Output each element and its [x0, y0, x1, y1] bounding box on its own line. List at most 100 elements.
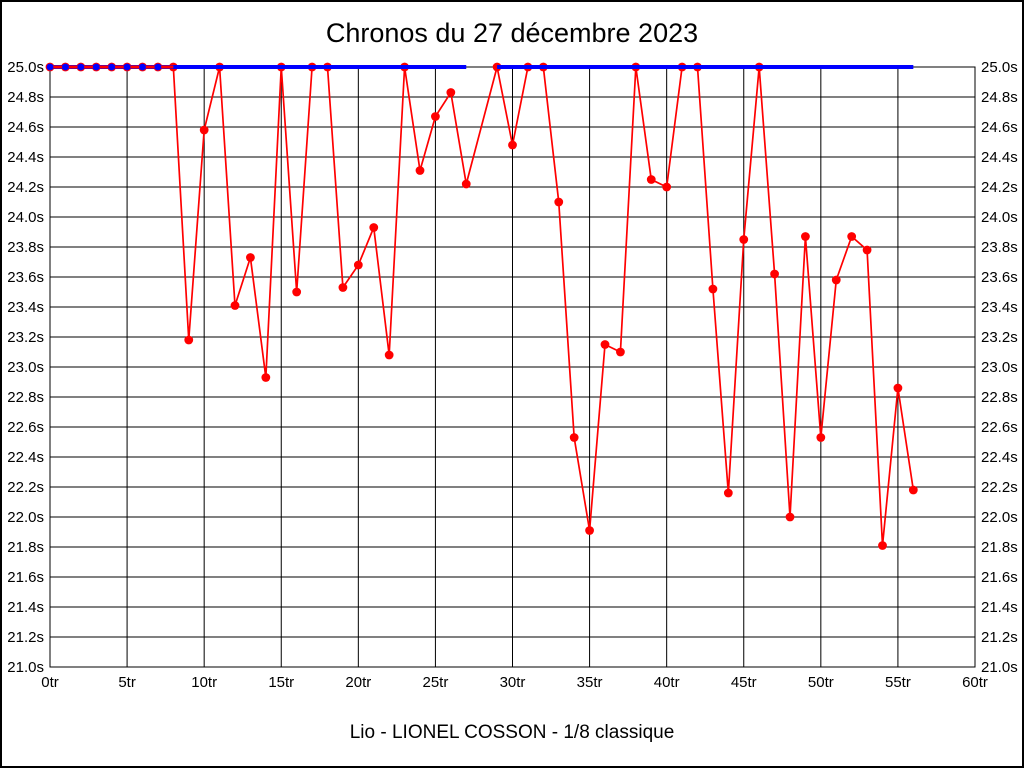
reference-point [92, 63, 100, 71]
y-axis-label-right: 23.2s [981, 329, 1018, 346]
y-axis-label-left: 24.0s [7, 209, 44, 226]
lap-time-point [199, 125, 209, 135]
lap-time-point [908, 485, 918, 495]
lap-time-point [246, 253, 255, 262]
y-axis-label-left: 21.4s [7, 599, 44, 616]
x-axis-label: 35tr [577, 674, 603, 691]
y-axis-label-right: 21.8s [981, 539, 1018, 556]
y-axis-label-left: 23.8s [7, 239, 44, 256]
lap-time-point [831, 275, 841, 285]
y-axis-label-left: 25.0s [7, 59, 44, 76]
lap-time-point [569, 433, 579, 442]
x-axis-label: 60tr [962, 674, 988, 691]
x-axis-label: 55tr [885, 674, 911, 691]
y-axis-label-right: 23.8s [981, 239, 1018, 256]
y-axis-label-right: 23.6s [981, 269, 1018, 286]
y-axis-label-left: 21.8s [7, 539, 44, 556]
lap-time-point [431, 112, 440, 121]
y-axis-label-left: 24.8s [7, 89, 44, 106]
y-axis-label-right: 22.6s [981, 419, 1018, 436]
lap-time-point [184, 335, 194, 345]
lap-time-point [446, 88, 456, 97]
lap-time-point [353, 260, 363, 270]
reference-point [123, 63, 131, 71]
lap-time-point [554, 197, 564, 207]
x-axis-label: 10tr [191, 674, 217, 691]
y-axis-label-right: 24.0s [981, 209, 1018, 226]
lap-time-point [816, 433, 826, 442]
lap-time-point [384, 350, 394, 360]
y-axis-label-right: 21.6s [981, 569, 1018, 586]
lap-time-point [292, 287, 302, 297]
y-axis-label-right: 24.8s [981, 89, 1018, 106]
y-axis-label-right: 21.4s [981, 599, 1018, 616]
y-axis-label-left: 23.0s [7, 359, 44, 376]
y-axis-label-left: 23.6s [7, 269, 44, 286]
x-axis-label: 0tr [41, 674, 59, 691]
x-axis-label: 15tr [268, 674, 294, 691]
lap-time-point [230, 301, 240, 310]
x-axis-label: 30tr [500, 674, 526, 691]
lap-time-point [600, 340, 610, 349]
y-axis-label-right: 23.0s [981, 359, 1018, 376]
y-axis-label-right: 22.0s [981, 509, 1018, 526]
lap-time-point [893, 383, 903, 393]
y-axis-label-left: 24.2s [7, 179, 44, 196]
lap-time-point [369, 223, 379, 232]
x-axis-label: 50tr [808, 674, 834, 691]
lap-time-point [723, 488, 733, 498]
y-axis-label-left: 24.6s [7, 119, 44, 136]
y-axis-label-right: 22.4s [981, 449, 1018, 466]
y-axis-label-right: 21.2s [981, 629, 1018, 646]
y-axis-label-left: 22.2s [7, 479, 44, 496]
y-axis-label-left: 21.2s [7, 629, 44, 646]
lap-times-line [50, 66, 915, 546]
x-axis-label: 40tr [654, 674, 680, 691]
lap-time-point [770, 269, 779, 279]
chart-title: Chronos du 27 décembre 2023 [325, 18, 699, 48]
y-axis-label-right: 24.2s [981, 179, 1018, 196]
lap-time-point [739, 235, 749, 244]
reference-point [77, 63, 85, 71]
x-axis-label: 5tr [118, 674, 136, 691]
y-axis-label-right: 25.0s [981, 59, 1018, 76]
y-axis-label-left: 22.4s [7, 449, 44, 466]
lap-time-point [847, 232, 857, 241]
reference-point [154, 63, 162, 71]
x-axis-label: 45tr [731, 674, 757, 691]
reference-point [62, 63, 69, 71]
lap-time-point [585, 526, 594, 535]
lap-time-point [261, 373, 271, 382]
y-axis-label-right: 22.8s [981, 389, 1018, 406]
y-axis-label-right: 24.6s [981, 119, 1018, 136]
chart-caption: Lio - LIONEL COSSON - 1/8 classique [349, 722, 675, 743]
y-axis-label-left: 22.8s [7, 389, 44, 406]
lap-time-point [461, 179, 471, 189]
y-axis-label-left: 23.2s [7, 329, 44, 346]
lap-time-point [662, 182, 672, 192]
lap-time-point [708, 284, 718, 294]
y-axis-label-left: 24.4s [7, 149, 44, 166]
y-axis-label-right: 24.4s [981, 149, 1018, 166]
lap-time-point [785, 512, 795, 522]
x-axis-label: 20tr [345, 674, 371, 691]
y-axis-label-left: 22.6s [7, 419, 44, 436]
reference-point [108, 63, 116, 71]
lap-time-point [616, 347, 625, 357]
y-axis-label-left: 21.6s [7, 569, 44, 586]
lap-time-point [801, 232, 810, 241]
lap-time-point [862, 245, 872, 255]
lap-time-point [415, 166, 425, 175]
y-axis-label-right: 23.4s [981, 299, 1018, 316]
lap-time-point [646, 175, 656, 184]
x-axis-label: 25tr [422, 674, 448, 691]
lap-time-point [508, 140, 517, 150]
y-axis-label-right: 21.0s [981, 659, 1018, 676]
y-axis-label-left: 21.0s [7, 659, 44, 676]
reference-point [46, 63, 54, 71]
lap-time-point [338, 283, 348, 292]
y-axis-label-right: 22.2s [981, 479, 1018, 496]
lap-time-point [878, 541, 887, 550]
